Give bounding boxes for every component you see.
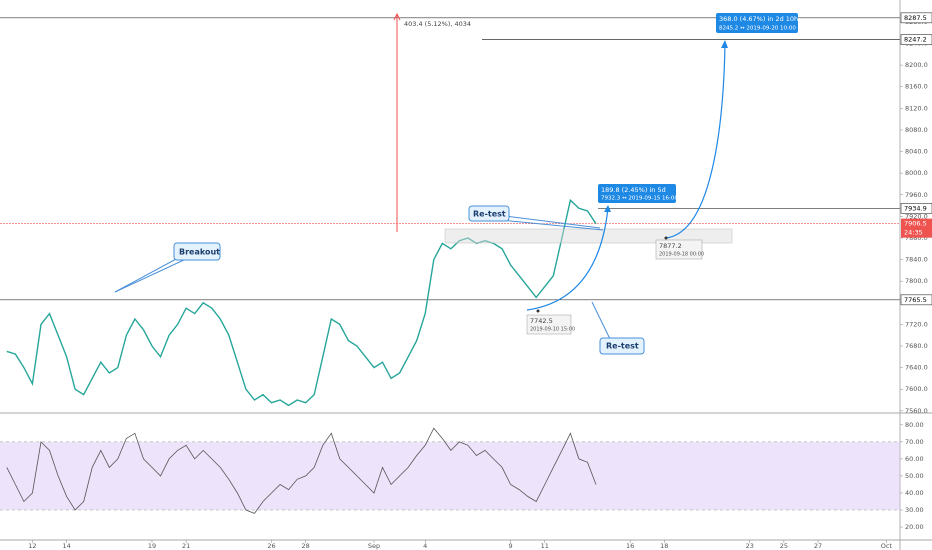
callout-box [599,337,645,355]
x-tick-label: Sep [368,542,380,550]
y-tick-label: 50.00 [905,472,924,480]
y-tick-label: 70.00 [905,438,924,446]
y-tick-label: 7960.0 [905,191,928,199]
point [664,236,668,240]
arrow [665,41,726,239]
callout-text: Re-test [606,342,639,351]
y-tick-label: 60.00 [905,455,924,463]
last-price-label: 7906.5 [904,220,927,228]
measure-text: 189.8 (2.45%) in 5d [601,186,666,194]
level-label: 8247.2 [904,36,927,44]
level-label: 7934.9 [904,204,927,212]
level-box [900,34,932,45]
y-tick-label: 7640.0 [905,364,928,372]
countdown-label: 24:35 [904,229,923,237]
y-tick-label: 7600.0 [905,385,928,393]
point-text: 7742.5 [530,317,553,325]
x-tick-label: 23 [746,542,754,550]
arrow [526,207,609,311]
level-box [900,294,932,306]
arrow-head [721,40,728,48]
level-box [900,203,932,214]
callout-line [504,215,601,229]
x-tick-label: 21 [182,542,190,550]
y-tick-label: 7680.0 [905,342,928,350]
range-text: 403.4 (5.12%), 4034 [404,20,471,28]
y-tick-label: 8120.0 [905,104,928,112]
x-tick-label: 28 [302,542,310,550]
y-tick-label: 7920.0 [905,212,928,220]
y-tick-label: 8040.0 [905,148,928,156]
measure-sub: 8245.2 ↔ 2019-09-20 10:00 [719,26,796,32]
x-tick-label: 27 [814,542,822,550]
level-label: 8287.5 [904,14,927,22]
y-tick-label: 40.00 [905,489,924,497]
y-tick-label: 7800.0 [905,277,928,285]
x-tick-label: 25 [780,542,788,550]
measure-text: 368.0 (4.67%) in 2d 10h [719,15,798,23]
point-text: 7877.2 [659,242,682,250]
point [536,309,540,313]
x-tick-label: Oct [881,542,893,550]
y-tick-label: 7840.0 [905,256,928,264]
point-date: 2019-09-18 00:00 [659,252,704,258]
callout-box [173,242,221,261]
y-tick-label: 20.00 [905,523,924,531]
y-tick-label: 7880.0 [905,234,928,242]
y-tick-label: 30.00 [905,506,924,514]
x-tick-label: 14 [62,542,70,550]
y-tick-label: 8160.0 [905,83,928,91]
price-line [6,427,597,514]
rsi-band [0,441,900,511]
y-tick-label: 8200.0 [905,61,928,69]
point-box [526,314,572,335]
callout-line [114,258,187,293]
x-tick-label: 18 [660,542,668,550]
callout-box [468,205,510,222]
callout-line [114,257,179,293]
price-line [6,198,597,407]
callout-text: Re-test [473,210,506,219]
callout-line [591,301,611,340]
x-tick-label: 11 [541,542,549,550]
level-box [900,12,932,24]
point-box [655,239,703,260]
callout-text: Breakout [179,248,220,257]
point-date: 2019-09-10 15:00 [530,327,575,333]
y-tick-label: 8000.0 [905,169,928,177]
arrow-head [604,205,611,212]
last-price-box [901,218,932,238]
x-tick-label: 16 [626,542,634,550]
range-arrow [393,12,401,21]
y-tick-label: 80.00 [905,421,924,429]
x-tick-label: 19 [148,542,156,550]
x-tick-label: 26 [267,542,275,550]
measure-box [598,184,676,203]
y-tick-label: 7560.0 [905,407,928,415]
callout-line [499,219,604,231]
x-tick-label: 12 [28,542,36,550]
y-tick-label: 7720.0 [905,320,928,328]
x-tick-label: 4 [423,542,427,550]
measure-box [716,13,798,33]
y-tick-label: 8080.0 [905,126,928,134]
x-tick-label: 9 [509,542,513,550]
measure-sub: 7932.3 ↔ 2019-09-15 16:00 [601,196,678,202]
level-label: 7765.5 [904,296,927,304]
